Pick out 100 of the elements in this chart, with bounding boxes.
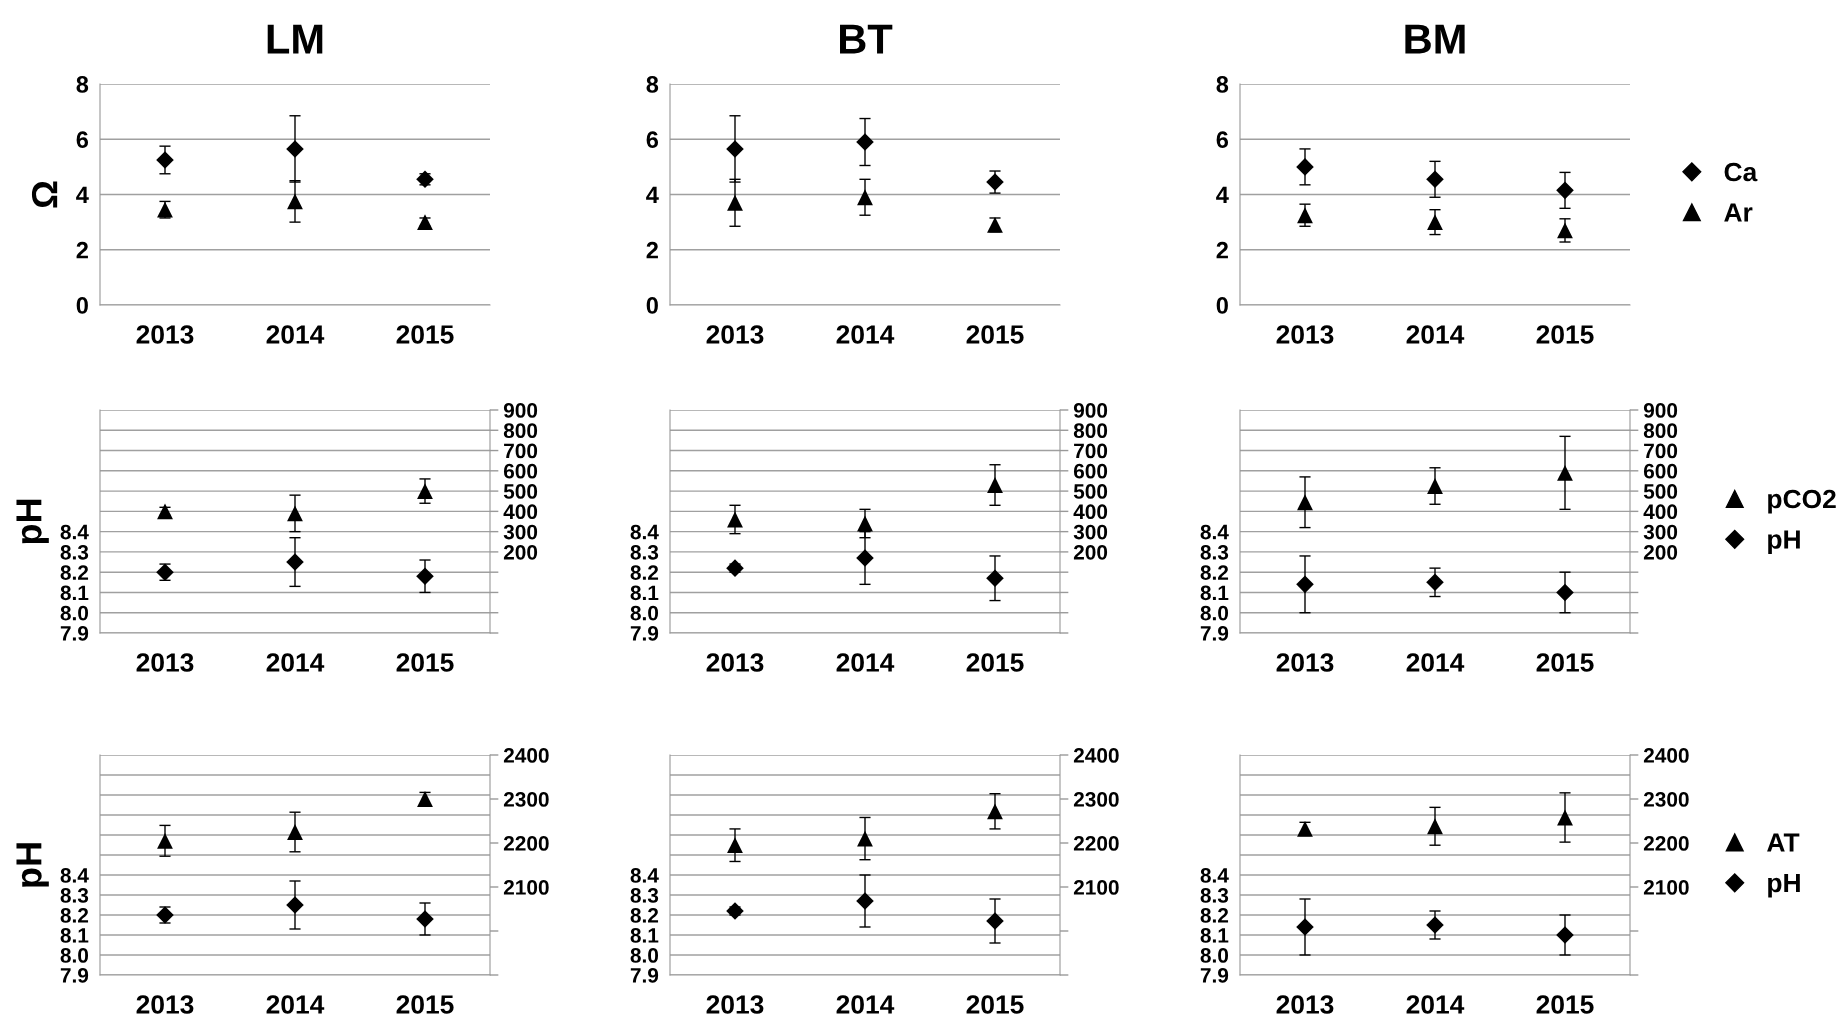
x-tick-label: 2014 (836, 653, 895, 672)
x-tick-label: 2014 (836, 325, 895, 344)
point (1557, 464, 1573, 481)
y-tick-label: 8.1 (630, 585, 659, 601)
y-tick-label: 8 (1216, 76, 1229, 93)
y-tick-label: 8.2 (60, 565, 89, 580)
point (1426, 916, 1444, 934)
point (156, 151, 174, 169)
y2-tick-label: 900 (1643, 403, 1678, 418)
point (726, 559, 744, 577)
point (1297, 494, 1313, 511)
x-tick-label: 2013 (706, 653, 764, 672)
y2-tick-label: 2100 (503, 880, 549, 895)
point (287, 505, 303, 522)
y-tick-label: 7.9 (630, 626, 659, 641)
y-tick-label: 8.0 (60, 948, 89, 963)
y2-tick-label: 2400 (1643, 748, 1689, 763)
point (727, 194, 743, 211)
y2-tick-label: 800 (1643, 423, 1678, 439)
y-axis-title: Ω (31, 181, 58, 208)
y-tick-label: 8.3 (1200, 544, 1229, 560)
y-tick-label: 8.4 (60, 524, 89, 540)
y-tick-label: 0 (76, 297, 88, 314)
y2-tick-label: 500 (503, 484, 538, 499)
y-tick-label: 8.4 (630, 868, 659, 883)
y-tick-label: 8.4 (1200, 524, 1229, 540)
y2-tick-label: 700 (504, 443, 538, 459)
y-tick-label: 6 (1216, 131, 1229, 149)
x-tick-label: 2015 (1536, 995, 1594, 1014)
y2-tick-label: 2200 (503, 836, 549, 851)
point (1556, 926, 1574, 944)
y2-tick-label: 2200 (1073, 836, 1119, 851)
point (1556, 583, 1574, 602)
y2-tick-label: 200 (1643, 544, 1678, 560)
y-tick-label: 2 (646, 241, 658, 259)
point (287, 193, 303, 210)
y-tick-label: 4 (76, 186, 89, 204)
point (417, 791, 433, 807)
x-tick-label: 2015 (1536, 325, 1594, 344)
x-tick-label: 2013 (1276, 653, 1334, 672)
point (986, 569, 1004, 588)
y-tick-label: 8.0 (60, 605, 89, 621)
y2-tick-label: 2400 (503, 748, 549, 763)
y2-tick-label: 400 (1073, 504, 1108, 520)
x-tick-label: 2015 (396, 995, 454, 1014)
x-tick-label: 2014 (266, 653, 325, 672)
x-tick-label: 2013 (706, 995, 764, 1014)
y-tick-label: 8.1 (1200, 585, 1229, 601)
y-tick-label: 7.9 (60, 968, 89, 983)
point (1296, 158, 1314, 176)
point (856, 892, 874, 910)
y2-tick-label: 300 (503, 524, 538, 540)
y-tick-label: 8.1 (60, 928, 89, 943)
y2-tick-label: 600 (1073, 463, 1108, 479)
point (287, 824, 303, 840)
y-tick-label: 7.9 (630, 968, 659, 983)
point (1557, 809, 1573, 826)
point (1557, 222, 1573, 239)
x-tick-label: 2015 (396, 653, 454, 672)
point (157, 832, 173, 849)
point (416, 910, 434, 928)
x-tick-label: 2014 (1406, 995, 1465, 1014)
point (726, 140, 744, 158)
x-tick-label: 2013 (136, 653, 194, 672)
y-tick-label: 8.2 (630, 908, 659, 923)
y-axis-title: pH (16, 843, 49, 887)
point (987, 477, 1003, 493)
x-tick-label: 2013 (136, 995, 194, 1014)
y2-tick-label: 600 (503, 463, 538, 479)
y-tick-label: 6 (76, 131, 89, 149)
y-tick-label: 8.2 (60, 908, 89, 923)
legend-label: pH (1768, 873, 1800, 898)
y2-tick-label: 800 (1073, 423, 1108, 439)
y-tick-label: 8.1 (630, 928, 659, 943)
point (857, 515, 873, 532)
x-tick-label: 2013 (1276, 325, 1334, 344)
point (1556, 181, 1574, 200)
x-tick-label: 2013 (136, 325, 194, 344)
y2-tick-label: 300 (1643, 524, 1678, 540)
y2-tick-label: 2100 (1643, 880, 1689, 895)
y2-tick-label: 2200 (1643, 836, 1689, 851)
y-tick-label: 2 (76, 241, 88, 259)
y-tick-label: 2 (1216, 241, 1228, 259)
point (286, 140, 304, 158)
y2-tick-label: 800 (503, 423, 538, 439)
y-tick-label: 8.3 (1200, 888, 1229, 903)
x-tick-label: 2014 (1406, 325, 1465, 344)
y-tick-label: 0 (646, 297, 658, 314)
y-tick-label: 8 (76, 76, 89, 93)
y2-tick-label: 700 (1074, 443, 1108, 459)
point (1426, 573, 1444, 592)
point (727, 837, 743, 854)
y2-tick-label: 200 (1073, 544, 1108, 560)
x-tick-label: 2014 (266, 995, 325, 1014)
y-tick-label: 8.4 (60, 868, 89, 883)
y-axis-title: pH (16, 499, 49, 544)
y2-tick-label: 500 (1643, 484, 1678, 499)
y2-tick-label: 500 (1073, 484, 1108, 499)
x-tick-label: 2013 (706, 325, 764, 344)
point (1426, 170, 1444, 189)
